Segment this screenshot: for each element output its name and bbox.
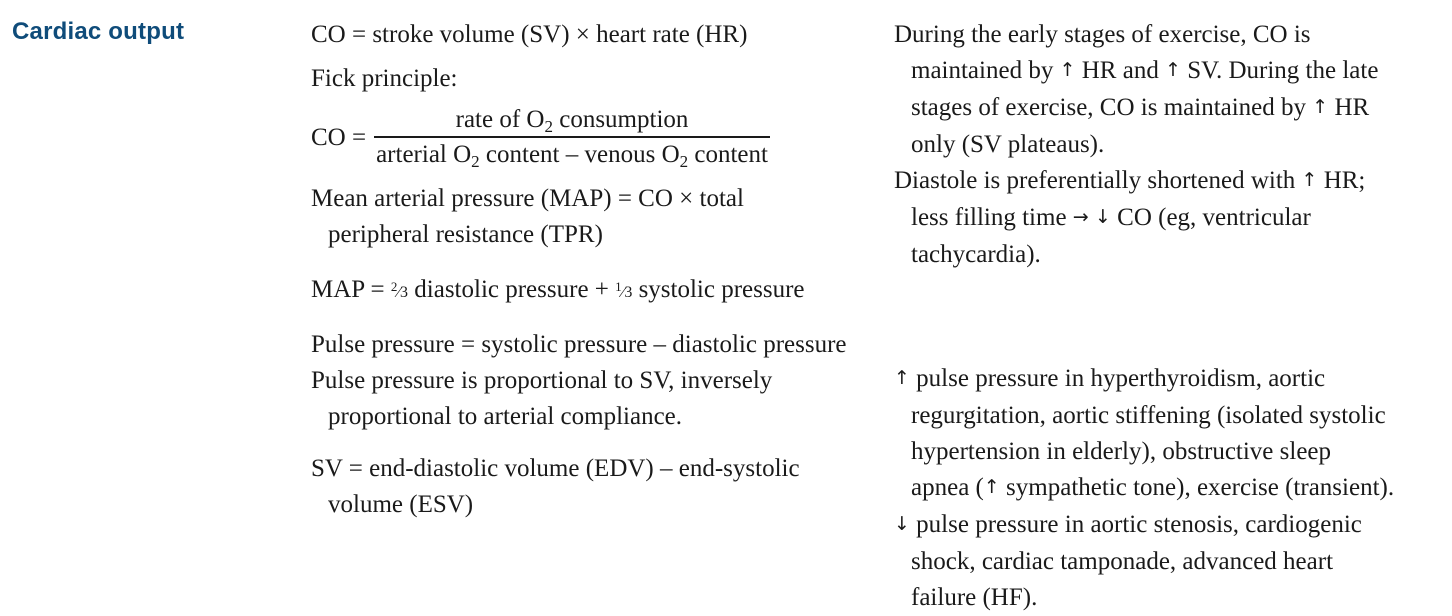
map-formula: Mean arterial pressure (MAP) = CO × tota…	[311, 185, 744, 248]
right-arrow-icon: →	[1072, 206, 1089, 228]
pulse-pressure-proportion: Pulse pressure is proportional to SV, in…	[311, 367, 773, 430]
up-arrow-icon: ↑	[983, 476, 1000, 498]
section-heading: Cardiac output	[12, 18, 185, 45]
fick-equation: CO = rate of O2 consumption arterial O2 …	[311, 99, 881, 177]
up-arrow-icon: ↑	[1301, 169, 1318, 191]
map-fraction-formula: MAP = 2⁄3 diastolic pressure + 1⁄3 systo…	[311, 276, 805, 303]
down-arrow-icon: ↓	[1094, 206, 1111, 228]
up-arrow-icon: ↑	[1312, 96, 1329, 118]
co-formula: CO = stroke volume (SV) × heart rate (HR…	[311, 21, 748, 48]
increased-pulse-pressure-note: ↑ pulse pressure in hyperthyroidism, aor…	[894, 365, 1395, 501]
notes-column: During the early stages of exercise, CO …	[894, 17, 1446, 616]
down-arrow-icon: ↓	[894, 513, 910, 535]
fick-label: Fick principle:	[311, 65, 458, 92]
up-arrow-icon: ↑	[894, 367, 910, 389]
fraction-bar	[374, 136, 770, 138]
up-arrow-icon: ↑	[1165, 59, 1181, 81]
fick-lhs: CO =	[311, 124, 367, 151]
sv-formula: SV = end-diastolic volume (EDV) – end-sy…	[311, 455, 800, 518]
diastole-note: Diastole is preferentially shortened wit…	[894, 167, 1366, 268]
fick-denominator: arterial O2 content – venous O2 content	[376, 141, 768, 171]
decreased-pulse-pressure-note: ↓ pulse pressure in aortic stenosis, car…	[894, 511, 1362, 611]
formulas-column: CO = stroke volume (SV) × heart rate (HR…	[311, 17, 881, 523]
up-arrow-icon: ↑	[1059, 59, 1076, 81]
fick-fraction: rate of O2 consumption arterial O2 conte…	[374, 104, 770, 172]
exercise-note: During the early stages of exercise, CO …	[894, 21, 1379, 158]
pulse-pressure-formula: Pulse pressure = systolic pressure – dia…	[311, 331, 847, 358]
fick-numerator: rate of O2 consumption	[455, 106, 689, 136]
